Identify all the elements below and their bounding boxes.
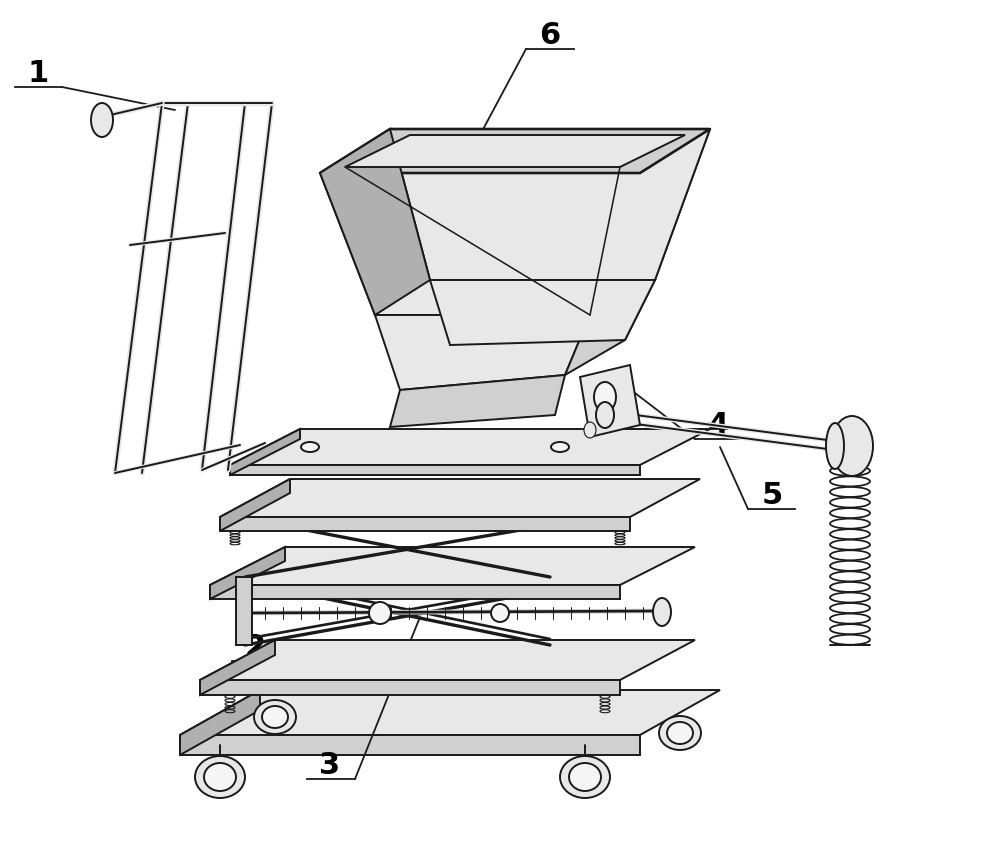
Ellipse shape bbox=[826, 423, 844, 469]
Ellipse shape bbox=[653, 598, 671, 626]
Polygon shape bbox=[375, 315, 590, 390]
Polygon shape bbox=[590, 129, 710, 315]
Text: 1: 1 bbox=[27, 58, 49, 87]
Polygon shape bbox=[180, 690, 260, 755]
Polygon shape bbox=[430, 280, 655, 345]
Ellipse shape bbox=[551, 442, 569, 452]
Ellipse shape bbox=[369, 602, 391, 624]
Text: 2: 2 bbox=[244, 633, 266, 662]
Polygon shape bbox=[200, 640, 275, 695]
Ellipse shape bbox=[195, 756, 245, 798]
Ellipse shape bbox=[560, 756, 610, 798]
Ellipse shape bbox=[204, 763, 236, 791]
Ellipse shape bbox=[659, 716, 701, 750]
Polygon shape bbox=[230, 429, 710, 465]
Ellipse shape bbox=[667, 722, 693, 744]
Polygon shape bbox=[320, 129, 430, 315]
Polygon shape bbox=[200, 680, 620, 695]
Polygon shape bbox=[220, 479, 290, 531]
Ellipse shape bbox=[91, 103, 113, 137]
Polygon shape bbox=[320, 173, 640, 315]
Polygon shape bbox=[220, 479, 700, 517]
Ellipse shape bbox=[301, 442, 319, 452]
Polygon shape bbox=[210, 585, 620, 599]
Ellipse shape bbox=[584, 422, 596, 438]
Ellipse shape bbox=[594, 382, 616, 412]
Polygon shape bbox=[210, 547, 695, 585]
Polygon shape bbox=[390, 129, 710, 280]
Polygon shape bbox=[390, 375, 565, 427]
Polygon shape bbox=[580, 365, 640, 437]
Polygon shape bbox=[220, 517, 630, 531]
Polygon shape bbox=[236, 577, 252, 645]
Text: 6: 6 bbox=[539, 21, 561, 50]
Ellipse shape bbox=[596, 402, 614, 428]
Polygon shape bbox=[230, 429, 300, 475]
Polygon shape bbox=[180, 735, 640, 755]
Text: 4: 4 bbox=[707, 410, 729, 439]
Ellipse shape bbox=[831, 416, 873, 476]
Text: 5: 5 bbox=[761, 481, 783, 510]
Polygon shape bbox=[345, 135, 685, 167]
Polygon shape bbox=[565, 280, 655, 375]
Ellipse shape bbox=[569, 763, 601, 791]
Polygon shape bbox=[320, 129, 710, 173]
Ellipse shape bbox=[491, 604, 509, 622]
Ellipse shape bbox=[262, 706, 288, 728]
Polygon shape bbox=[230, 465, 640, 475]
Text: 3: 3 bbox=[319, 751, 341, 780]
Polygon shape bbox=[210, 547, 285, 599]
Polygon shape bbox=[200, 640, 695, 680]
Polygon shape bbox=[180, 690, 720, 735]
Ellipse shape bbox=[254, 700, 296, 734]
